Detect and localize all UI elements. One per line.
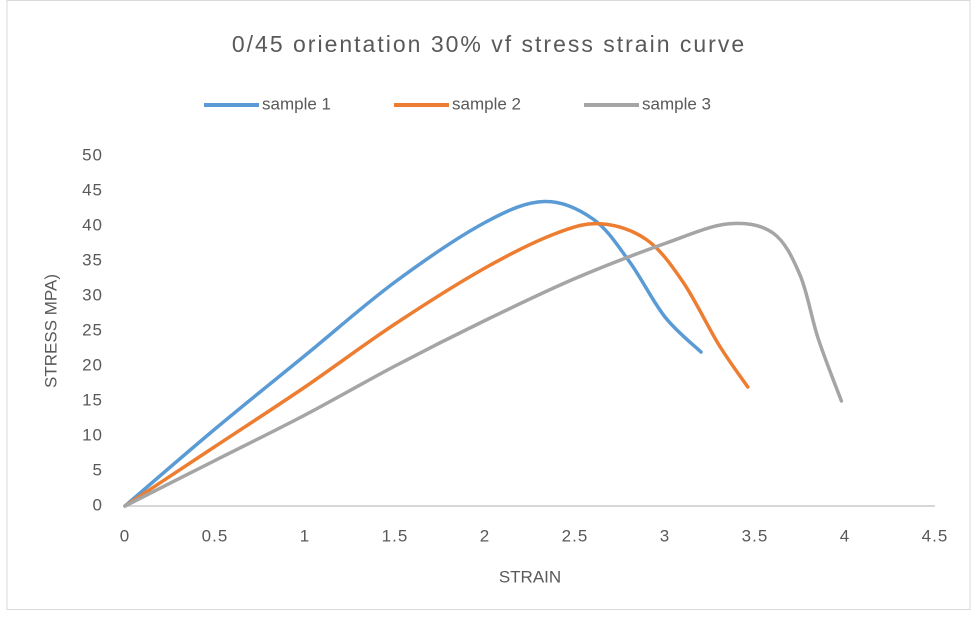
- chart-title: 0/45 orientation 30% vf stress strain cu…: [232, 31, 746, 57]
- x-tick-label: 1.5: [382, 526, 409, 545]
- y-tick-label: 40: [82, 215, 103, 234]
- y-tick-label: 45: [82, 180, 103, 199]
- y-tick-label: 30: [82, 285, 103, 304]
- series-line: [123, 199, 703, 508]
- y-tick-label: 5: [93, 460, 103, 479]
- y-tick-label: 10: [82, 425, 103, 444]
- x-tick-label: 3: [660, 526, 670, 545]
- series-line: [123, 221, 750, 508]
- y-tick-label: 15: [82, 390, 103, 409]
- legend-label: sample 1: [262, 94, 331, 113]
- x-tick-label: 4.5: [922, 526, 949, 545]
- x-tick-label: 2: [480, 526, 490, 545]
- series-line: [123, 221, 844, 508]
- x-tick-label: 3.5: [742, 526, 769, 545]
- x-axis-label: STRAIN: [499, 567, 561, 586]
- y-tick-label: 0: [93, 495, 103, 514]
- chart-border: [6, 0, 971, 610]
- y-tick-label: 20: [82, 355, 103, 374]
- x-tick-label: 2.5: [562, 526, 589, 545]
- legend-label: sample 3: [642, 94, 711, 113]
- x-tick-label: 1: [300, 526, 310, 545]
- x-tick-label: 4: [840, 526, 850, 545]
- x-tick-label: 0: [120, 526, 130, 545]
- y-tick-label: 50: [82, 145, 103, 164]
- legend-label: sample 2: [452, 94, 521, 113]
- x-tick-label: 0.5: [202, 526, 229, 545]
- y-tick-label: 35: [82, 250, 103, 269]
- y-axis-label: STRESS MPA): [41, 274, 60, 388]
- y-tick-label: 25: [82, 320, 103, 339]
